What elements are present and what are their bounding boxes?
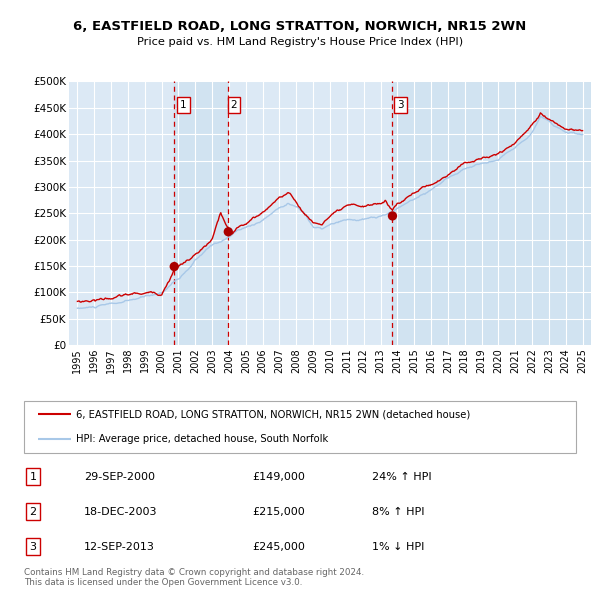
Point [388,211,397,221]
Text: 3: 3 [29,542,37,552]
Text: 3: 3 [397,100,404,110]
Text: £215,000: £215,000 [252,507,305,517]
Text: 2: 2 [29,507,37,517]
FancyBboxPatch shape [24,401,576,453]
Text: 1: 1 [180,100,187,110]
Text: Price paid vs. HM Land Registry's House Price Index (HPI): Price paid vs. HM Land Registry's House … [137,38,463,47]
Text: 6, EASTFIELD ROAD, LONG STRATTON, NORWICH, NR15 2WN (detached house): 6, EASTFIELD ROAD, LONG STRATTON, NORWIC… [76,409,470,419]
Text: 6, EASTFIELD ROAD, LONG STRATTON, NORWICH, NR15 2WN: 6, EASTFIELD ROAD, LONG STRATTON, NORWIC… [73,20,527,33]
Text: Contains HM Land Registry data © Crown copyright and database right 2024.
This d: Contains HM Land Registry data © Crown c… [24,568,364,587]
Text: 2: 2 [231,100,238,110]
Bar [174,81,228,345]
Text: 18-DEC-2003: 18-DEC-2003 [84,507,157,517]
Text: 29-SEP-2000: 29-SEP-2000 [84,472,155,482]
Text: 1: 1 [29,472,37,482]
Point [223,227,233,237]
Text: 12-SEP-2013: 12-SEP-2013 [84,542,155,552]
Text: 1% ↓ HPI: 1% ↓ HPI [372,542,424,552]
Text: 8% ↑ HPI: 8% ↑ HPI [372,507,425,517]
Text: £245,000: £245,000 [252,542,305,552]
Point [169,262,179,271]
Text: HPI: Average price, detached house, South Norfolk: HPI: Average price, detached house, Sout… [76,434,329,444]
Bar [392,81,591,345]
Text: £149,000: £149,000 [252,472,305,482]
Text: 24% ↑ HPI: 24% ↑ HPI [372,472,431,482]
